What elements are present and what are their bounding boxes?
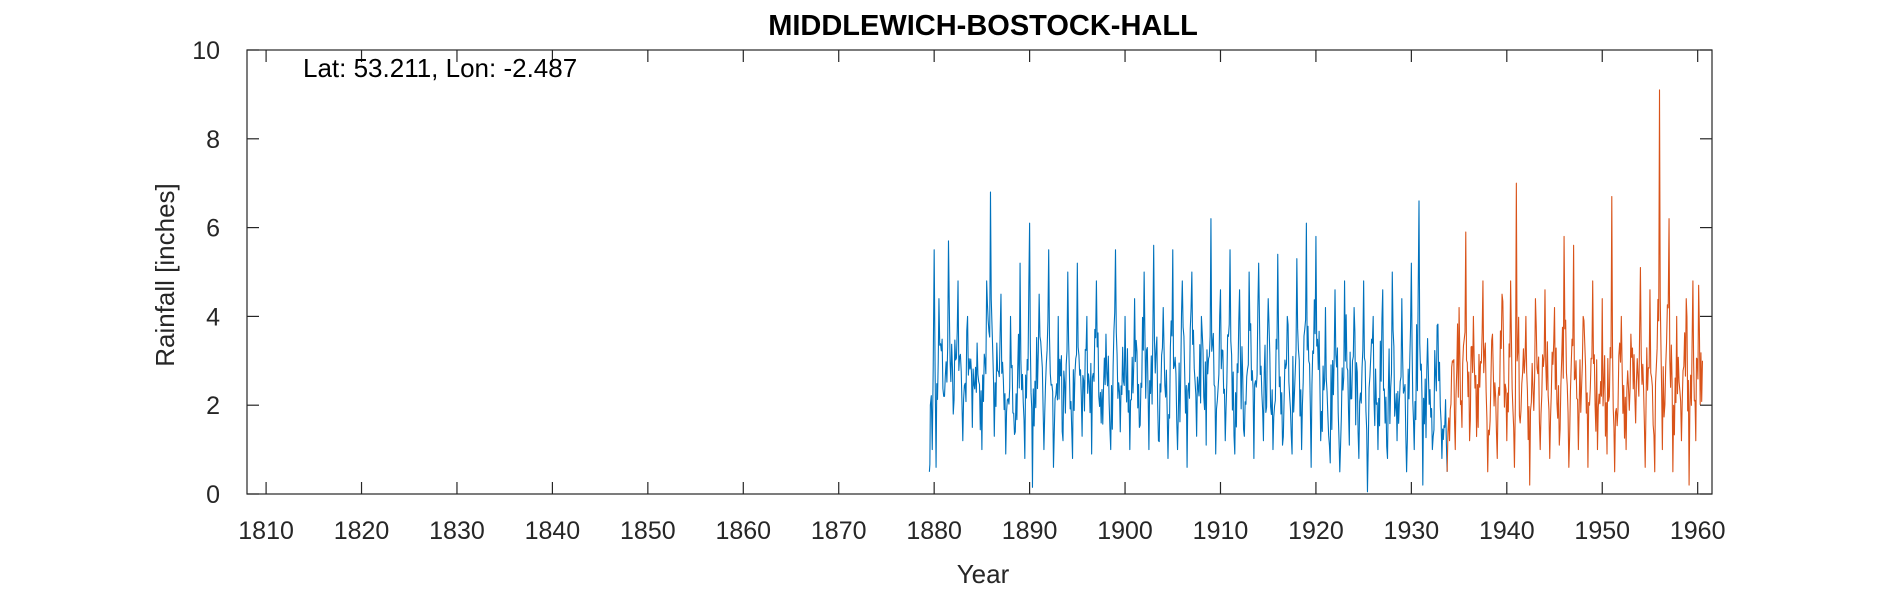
y-axis-label: Rainfall [inches] [150, 183, 180, 367]
y-tick-label: 2 [206, 392, 220, 420]
x-tick-label: 1940 [1479, 517, 1535, 545]
x-tick-label: 1860 [715, 517, 771, 545]
y-tick-label: 8 [206, 126, 220, 154]
y-tick-label: 0 [206, 481, 220, 509]
x-tick-label: 1960 [1670, 517, 1726, 545]
y-tick-label: 6 [206, 215, 220, 243]
x-tick-label: 1920 [1288, 517, 1344, 545]
x-tick-label: 1890 [1002, 517, 1058, 545]
x-tick-label: 1950 [1574, 517, 1630, 545]
x-tick-label: 1930 [1384, 517, 1440, 545]
x-tick-label: 1880 [906, 517, 962, 545]
rainfall-series-line-1 [928, 191, 1448, 493]
x-tick-label: 1840 [525, 517, 581, 545]
x-tick-label: 1830 [429, 517, 485, 545]
axes-box [246, 49, 1713, 495]
y-tick-label: 4 [206, 303, 220, 331]
y-tick-label: 10 [192, 37, 220, 65]
chart-title: MIDDLEWICH-BOSTOCK-HALL [768, 10, 1198, 42]
x-tick-label: 1810 [238, 517, 294, 545]
station-coordinates-annotation: Lat: 53.211, Lon: -2.487 [303, 53, 577, 83]
x-tick-label: 1870 [811, 517, 867, 545]
x-tick-label: 1850 [620, 517, 676, 545]
x-axis-label: Year [957, 559, 1010, 589]
plot-area [928, 89, 1704, 493]
x-tick-label: 1900 [1097, 517, 1153, 545]
x-tick-label: 1910 [1193, 517, 1249, 545]
rainfall-series-line-2 [1446, 89, 1704, 486]
axes: 1810 1820 1830 1840 1850 1860 1870 1880 1890 1900… [192, 37, 1725, 545]
x-tick-label: 1820 [334, 517, 390, 545]
